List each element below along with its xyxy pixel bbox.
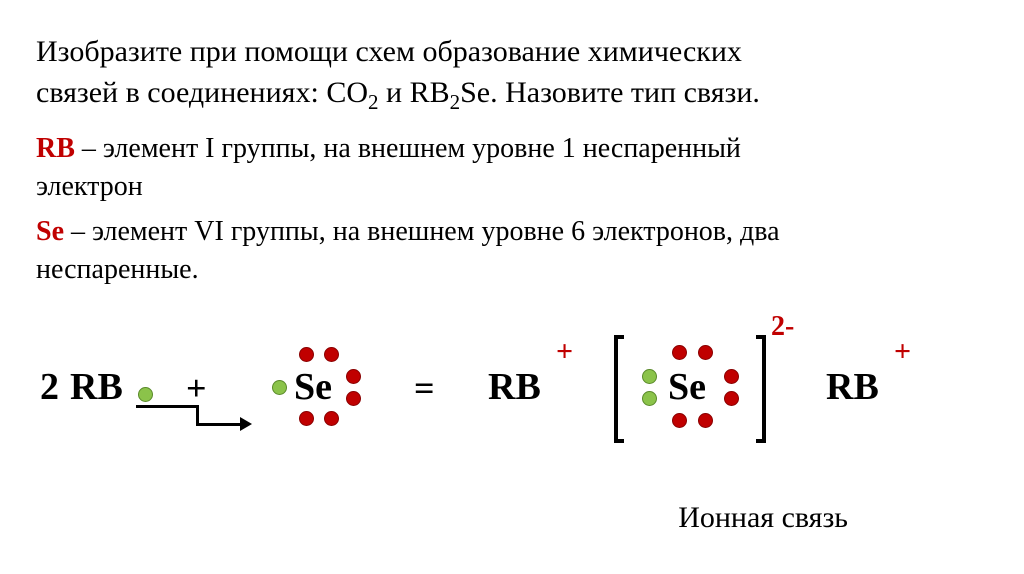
arrow-head — [240, 417, 252, 431]
rb-electron-dot — [138, 387, 153, 402]
se-dot-r1 — [346, 369, 361, 384]
se-dot-left-green — [272, 380, 287, 395]
se-left: Se — [294, 365, 332, 409]
rb-text2: электрон — [36, 171, 143, 202]
se-text: – элемент VI группы, на внешнем уровне 6… — [64, 216, 780, 247]
plus-sign: + — [186, 367, 207, 409]
title-line2-pre: связей в соединениях: — [36, 76, 326, 109]
se-dot-t1 — [299, 347, 314, 362]
sei-dot-b1 — [672, 413, 687, 428]
lewis-diagram: 2 RB + Se = RB + 2- Se RB + — [36, 295, 996, 485]
rb-ion1-charge: + — [556, 335, 573, 369]
rb-text: – элемент I группы, на внешнем уровне 1 … — [75, 133, 741, 164]
sei-dot-b2 — [698, 413, 713, 428]
se-dot-b2 — [324, 411, 339, 426]
co2-sym: СО — [326, 76, 368, 109]
se-ion-charge: 2- — [771, 311, 794, 343]
coef-2: 2 — [40, 365, 59, 409]
sei-dot-t1 — [672, 345, 687, 360]
se-text2: неспаренные. — [36, 254, 199, 285]
rb-left: RB — [70, 365, 123, 409]
se-desc: Se – элемент VI группы, на внешнем уровн… — [36, 213, 988, 289]
title-line1: Изобразите при помощи схем образование х… — [36, 35, 742, 68]
title-and: и — [379, 76, 410, 109]
sei-dot-l2 — [642, 391, 657, 406]
sei-dot-r1 — [724, 369, 739, 384]
se-dot-r2 — [346, 391, 361, 406]
equals-sign: = — [414, 367, 435, 409]
title: Изобразите при помощи схем образование х… — [36, 32, 988, 116]
rb-lead: RB — [36, 133, 75, 164]
bracket-left — [614, 335, 624, 443]
arrow-h2 — [196, 423, 242, 426]
rb-ion2-charge: + — [894, 335, 911, 369]
bracket-right — [756, 335, 766, 443]
se-dot-t2 — [324, 347, 339, 362]
sei-dot-t2 — [698, 345, 713, 360]
rb-ion2: RB — [826, 365, 879, 409]
title-post: . Назовите тип связи. — [490, 76, 760, 109]
se-sym-title: Se — [460, 76, 490, 109]
rb2-sub: 2 — [450, 90, 461, 114]
se-lead: Se — [36, 216, 64, 247]
rb-ion1: RB — [488, 365, 541, 409]
co2-sub: 2 — [368, 90, 379, 114]
se-dot-b1 — [299, 411, 314, 426]
rb2-sym: RB — [410, 76, 450, 109]
sei-dot-l1 — [642, 369, 657, 384]
sei-dot-r2 — [724, 391, 739, 406]
se-ion: Se — [668, 365, 706, 409]
bond-type: Ионная связь — [36, 501, 988, 535]
rb-desc: RB – элемент I группы, на внешнем уровне… — [36, 130, 988, 206]
